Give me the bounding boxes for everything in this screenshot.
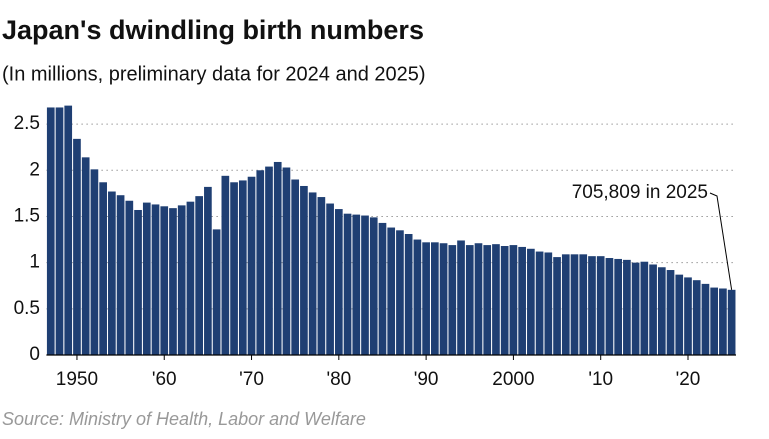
bar [273,161,282,355]
bar [527,248,535,355]
bar [588,256,596,355]
bar [291,179,300,355]
bar [378,222,387,355]
bar [230,182,238,355]
bar [177,205,186,355]
x-tick-label: '90 [414,369,439,390]
x-tick-label: '80 [326,369,351,390]
y-tick-label: 1 [29,252,40,273]
bar [701,283,710,355]
annotation-leader [709,192,733,290]
bar [596,256,605,355]
bar [561,254,570,355]
bar [631,262,640,355]
bar [116,195,125,355]
bar [518,246,526,355]
x-tick-label: 1950 [56,369,98,390]
bar [553,257,561,355]
bar [692,280,701,355]
bar [544,252,553,355]
bar [160,206,169,355]
bar [535,251,544,355]
bar [151,204,160,355]
bar [675,274,684,355]
annotation: 705,809 in 2025 [572,182,708,203]
bar [396,230,404,355]
y-tick-label: 2.5 [14,113,40,134]
bar [99,182,107,355]
x-tick-label: '10 [588,369,613,390]
chart-subtitle: (In millions, preliminary data for 2024 … [2,63,426,85]
bar [404,234,413,355]
bar [457,240,465,355]
bar [169,208,177,355]
bar [326,203,334,355]
bar [256,170,265,355]
bar [46,107,55,355]
bar [570,254,579,355]
bar [195,196,204,355]
bar [605,258,614,355]
bar [387,227,396,355]
bar [500,246,509,355]
y-tick-label: 1.5 [14,205,40,226]
bar [640,261,649,355]
bar [361,215,369,355]
bar [439,243,448,355]
bar [448,245,457,355]
bar [666,270,675,355]
bar [221,175,230,355]
x-tick-label: '20 [676,369,701,390]
bar [710,287,719,355]
y-tick-label: 0 [29,344,40,365]
bar [649,264,657,355]
bar [90,169,99,355]
bar [247,176,256,355]
bar [212,229,221,355]
bar [431,242,439,355]
bar [134,209,142,355]
bar [727,289,736,355]
y-tick-label: 0.5 [14,298,40,319]
bar [282,167,291,355]
source: Source: Ministry of Health, Labor and We… [2,409,366,429]
bar [465,245,474,355]
bar [300,185,308,355]
bar [657,267,666,355]
bar [204,186,212,355]
bar [108,191,116,355]
bar [343,213,352,355]
bar [352,214,361,355]
bar [623,259,631,355]
bar [492,244,500,355]
bar [422,242,430,355]
chart-title: Japan's dwindling birth numbers [2,15,424,45]
bar [474,243,483,355]
bar [186,201,195,355]
bar [265,166,273,355]
bar [369,217,378,355]
y-tick-label: 2 [29,159,40,180]
bar [614,258,622,355]
bar [308,192,317,355]
bar [317,197,326,355]
x-tick-label: '70 [239,369,264,390]
bar [579,254,588,355]
bar [73,138,81,355]
bar [81,157,90,355]
bar [142,202,151,355]
bar [684,277,692,355]
bar [334,209,343,355]
x-tick-label: '60 [152,369,177,390]
bar [55,107,64,355]
bar [64,105,73,355]
bar [125,200,134,355]
bar [483,245,492,355]
bar [413,239,422,355]
bar [509,245,518,355]
x-tick-label: 2000 [492,369,534,390]
bar [238,180,247,355]
bar [719,288,727,355]
